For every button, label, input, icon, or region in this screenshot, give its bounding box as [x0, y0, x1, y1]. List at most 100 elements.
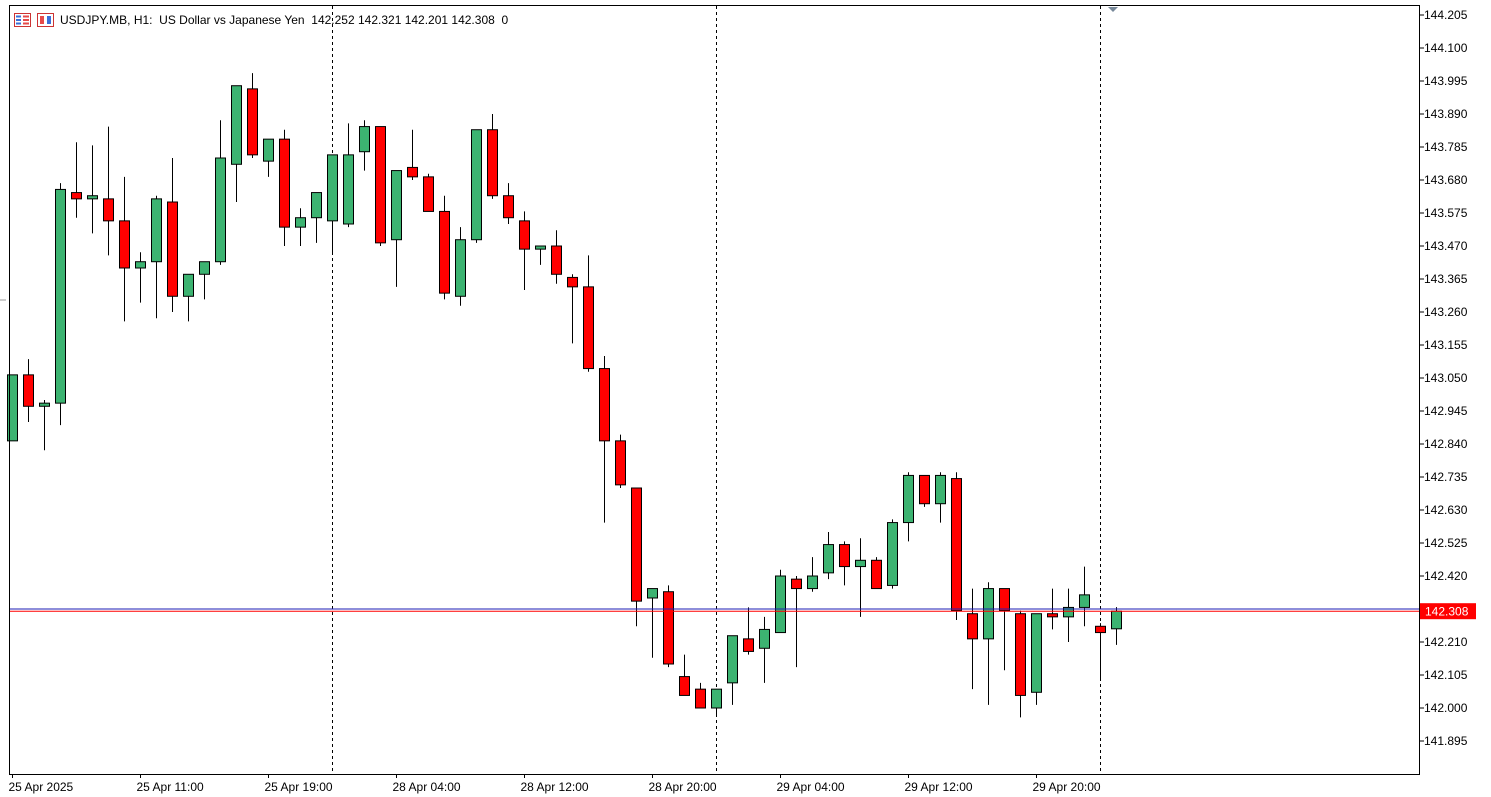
bull-candle-body	[471, 129, 482, 241]
bull-candle-body	[775, 575, 786, 634]
bear-candle-body	[583, 286, 594, 370]
y-tick-label: 143.995	[1424, 74, 1468, 88]
bull-candle-body	[215, 157, 226, 263]
shift-marker-icon[interactable]	[1108, 7, 1118, 12]
bull-candle-body	[263, 138, 274, 162]
trade-panel-icon[interactable]	[37, 13, 54, 27]
y-tick-label: 144.205	[1424, 8, 1468, 22]
candle	[631, 487, 642, 627]
current-price-label: 142.308	[1425, 605, 1469, 619]
bear-candle-body	[439, 210, 450, 294]
bull-candle-body	[55, 188, 66, 404]
candle	[439, 195, 450, 300]
bull-candle-body	[887, 522, 898, 586]
y-tick-label: 143.890	[1424, 107, 1468, 121]
symbol-name: USDJPY.MB	[60, 13, 128, 27]
bear-candle-body	[167, 201, 178, 297]
bear-candle-body	[247, 88, 258, 156]
candle	[375, 126, 386, 246]
candle	[135, 252, 146, 303]
price-axis[interactable]: 144.205 144.100 143.995 143.890 143.785 143.6…	[1419, 8, 1468, 748]
candle	[1031, 613, 1042, 705]
candle	[263, 138, 274, 177]
candle	[615, 434, 626, 488]
candle	[791, 576, 802, 668]
bull-candle-body	[183, 273, 194, 297]
y-tick-label: 142.735	[1424, 470, 1468, 484]
candle	[711, 688, 722, 715]
bear-candle-body	[695, 688, 706, 709]
bull-candle-body	[935, 474, 946, 505]
candle	[471, 129, 482, 243]
bear-candle-body	[1095, 625, 1106, 634]
candle	[855, 538, 866, 617]
x-tick-label: 25 Apr 19:00	[265, 780, 333, 794]
day-separators	[332, 6, 1101, 774]
bear-candle-body	[279, 138, 290, 228]
y-tick-label: 142.525	[1424, 536, 1468, 550]
bull-candle-body	[647, 588, 658, 599]
y-tick-label: 141.895	[1424, 734, 1468, 748]
candle	[567, 274, 578, 344]
y-tick-label: 144.100	[1424, 41, 1468, 55]
bull-candle-body	[1063, 606, 1074, 618]
bull-candle-body	[359, 126, 370, 153]
candle	[759, 616, 770, 683]
bear-candle-body	[1015, 613, 1026, 696]
bear-candle-body	[663, 591, 674, 665]
y-tick-label: 142.630	[1424, 503, 1468, 517]
y-tick-label: 142.945	[1424, 404, 1468, 418]
y-tick-label: 142.840	[1424, 437, 1468, 451]
candle	[935, 472, 946, 523]
bull-candle-body	[535, 245, 546, 250]
bull-candle-body	[343, 154, 354, 225]
y-tick-label: 142.105	[1424, 668, 1468, 682]
bull-candle-body	[151, 198, 162, 263]
bear-candle-body	[839, 544, 850, 568]
candle	[247, 73, 258, 158]
bull-candle-body	[711, 688, 722, 709]
x-tick-label: 29 Apr 04:00	[777, 780, 845, 794]
candle	[455, 227, 466, 306]
candle	[647, 588, 658, 658]
bear-candle-body	[599, 368, 610, 442]
timeframe: H1:	[133, 13, 153, 27]
bear-candle-body	[503, 195, 514, 219]
candle	[103, 126, 114, 256]
candle	[951, 472, 962, 620]
bear-candle-body	[423, 176, 434, 212]
y-tick-label: 143.260	[1424, 305, 1468, 319]
y-tick-label: 143.575	[1424, 206, 1468, 220]
bull-candle-body	[727, 635, 738, 684]
candle	[167, 158, 178, 312]
candle	[407, 129, 418, 180]
bull-candle-body	[135, 261, 146, 269]
bull-candle-body	[231, 85, 242, 165]
bull-candle-body	[855, 559, 866, 568]
bear-candle-body	[999, 588, 1010, 612]
bull-candle-body	[1031, 613, 1042, 693]
candle	[535, 245, 546, 265]
one-click-trading-icon[interactable]	[14, 13, 31, 27]
candle	[199, 261, 210, 300]
candle	[1015, 610, 1026, 718]
chart-header: USDJPY.MB, H1: US Dollar vs Japanese Yen…	[14, 11, 508, 29]
y-tick-label: 143.680	[1424, 173, 1468, 187]
x-tick-label: 28 Apr 04:00	[393, 780, 461, 794]
ohlc-values: 142.252 142.321 142.201 142.308	[311, 13, 495, 27]
candle	[599, 356, 610, 523]
time-axis[interactable]: 25 Apr 2025 25 Apr 11:00 25 Apr 19:00 28 Ap…	[9, 774, 1101, 794]
candle	[871, 557, 882, 590]
y-tick-label: 143.155	[1424, 338, 1468, 352]
candle	[87, 145, 98, 234]
bear-candle-body	[791, 578, 802, 590]
candle	[279, 129, 290, 246]
bear-candle-body	[375, 126, 386, 244]
x-tick-label: 29 Apr 20:00	[1033, 780, 1101, 794]
y-tick-label: 142.420	[1424, 569, 1468, 583]
y-tick-label: 143.050	[1424, 371, 1468, 385]
bear-candle-body	[743, 638, 754, 652]
candle	[999, 588, 1010, 671]
bull-candle-body	[455, 239, 466, 297]
